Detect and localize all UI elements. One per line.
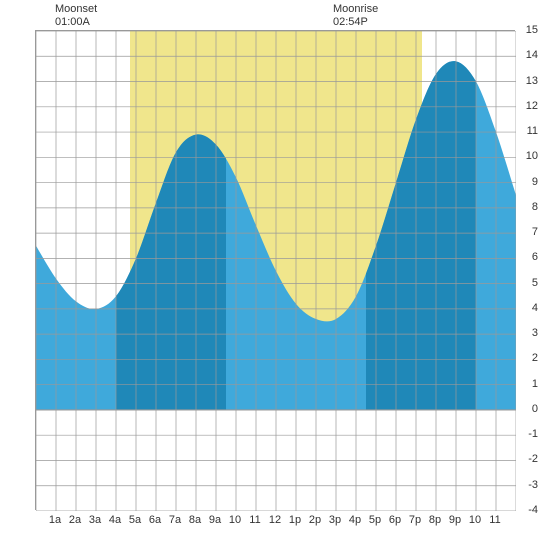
y-tick: 0	[532, 403, 538, 415]
y-tick: 2	[532, 352, 538, 364]
x-tick: 4p	[349, 514, 361, 526]
y-tick: 11	[527, 125, 538, 137]
y-tick: 6	[532, 251, 538, 263]
y-tick: -1	[528, 428, 538, 440]
y-tick: 14	[526, 49, 538, 61]
x-axis: 1a 2a 3a 4a 5a 6a 7a 8a 9a 10 11 12 1p 2p 3p 4p 5p 6p 7p 8p…	[35, 514, 515, 528]
y-tick: -3	[528, 479, 538, 491]
x-tick: 3a	[89, 514, 101, 526]
y-tick: -2	[528, 453, 538, 465]
y-tick: 9	[532, 176, 538, 188]
y-tick: 3	[532, 327, 538, 339]
x-tick: 3p	[329, 514, 341, 526]
moonset-title: Moonset	[55, 3, 97, 16]
y-tick: 13	[526, 75, 538, 87]
y-tick: 10	[526, 150, 538, 162]
y-tick: 5	[532, 277, 538, 289]
x-tick: 5p	[369, 514, 381, 526]
x-tick: 9a	[209, 514, 221, 526]
x-tick: 12	[269, 514, 281, 526]
chart-svg	[36, 31, 516, 511]
x-tick: 10	[469, 514, 481, 526]
moonrise-time: 02:54P	[333, 16, 378, 29]
x-tick: 10	[229, 514, 241, 526]
x-tick: 7a	[169, 514, 181, 526]
x-tick: 8a	[189, 514, 201, 526]
y-tick: 7	[532, 226, 538, 238]
y-tick: 15	[526, 24, 538, 36]
y-tick: -4	[528, 504, 538, 516]
y-tick: 12	[526, 100, 538, 112]
y-tick: 1	[532, 378, 538, 390]
x-tick: 6p	[389, 514, 401, 526]
x-tick: 11	[249, 514, 260, 526]
moonset-time: 01:00A	[55, 16, 97, 29]
y-tick: 4	[532, 302, 538, 314]
y-tick: 8	[532, 201, 538, 213]
x-tick: 1a	[49, 514, 61, 526]
x-tick: 4a	[109, 514, 121, 526]
x-tick: 2p	[309, 514, 321, 526]
moonrise-label: Moonrise 02:54P	[333, 3, 378, 29]
x-tick: 5a	[129, 514, 141, 526]
moonset-label: Moonset 01:00A	[55, 3, 97, 29]
tide-chart-container: Moonset 01:00A Moonrise 02:54P 151413121…	[0, 0, 550, 550]
x-tick: 11	[489, 514, 500, 526]
x-tick: 9p	[449, 514, 461, 526]
x-tick: 8p	[429, 514, 441, 526]
chart-plot-area	[35, 30, 515, 510]
x-tick: 2a	[69, 514, 81, 526]
x-tick: 6a	[149, 514, 161, 526]
moonrise-title: Moonrise	[333, 3, 378, 16]
x-tick: 1p	[289, 514, 301, 526]
y-axis: 1514131211109876543210-1-2-3-4	[518, 30, 538, 510]
x-tick: 7p	[409, 514, 421, 526]
